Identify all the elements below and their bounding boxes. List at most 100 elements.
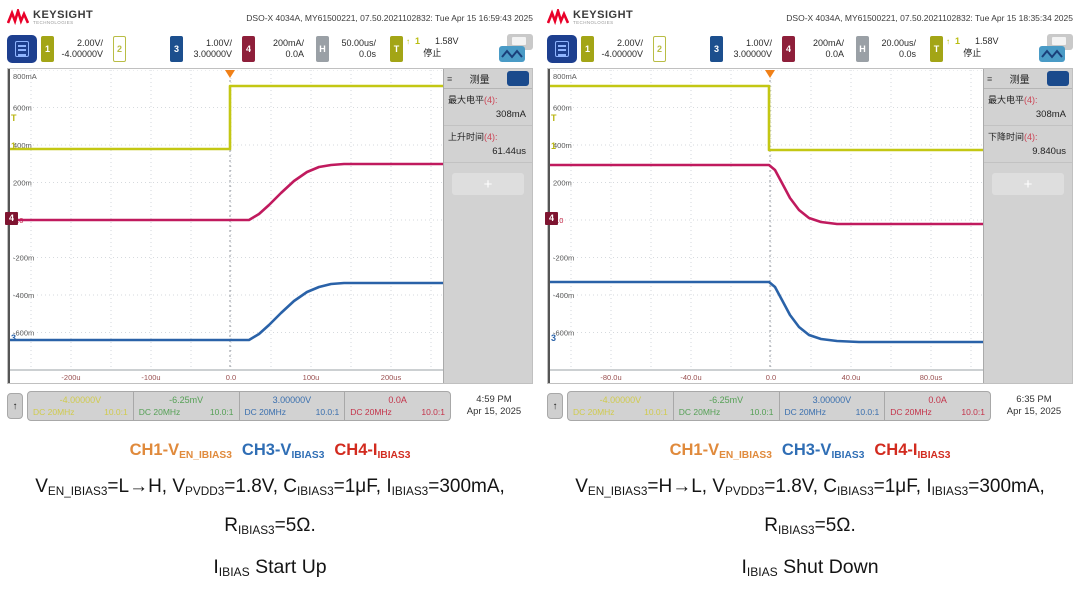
- channel-offset-value: -4.00000V: [599, 395, 642, 405]
- y-axis-line: [8, 69, 10, 383]
- channel-2-button[interactable]: 2: [113, 36, 126, 62]
- caption-text: VPVDD3: [172, 476, 225, 498]
- trigger-level: 1.58V: [975, 36, 999, 46]
- ch1-offset: -4.00000V: [61, 49, 103, 59]
- clock-time: 6:35 PM: [1016, 394, 1052, 405]
- ch4-offset: 0.0A: [285, 49, 304, 59]
- channel-3-button[interactable]: 3: [710, 36, 723, 62]
- x-axis-label: -200u: [61, 373, 80, 382]
- measurement-channel: (4):: [1024, 132, 1038, 142]
- channel-coupling: DC 20MHz: [678, 407, 721, 417]
- trigger-slope-icon: ↑: [406, 37, 410, 46]
- legend-entry: CH1-VEN_IBIAS3: [129, 441, 232, 461]
- ch4-scale: 200mA/: [272, 38, 304, 48]
- h-delay: 0.0s: [898, 49, 916, 59]
- expand-button[interactable]: ↑: [7, 393, 23, 419]
- x-axis-label: 0.0: [226, 373, 236, 382]
- legend-entry: CH1-VEN_IBIAS3: [669, 441, 772, 461]
- measurement-label: 上升时间: [448, 132, 485, 142]
- ch4-offset: 0.0A: [825, 49, 844, 59]
- horizontal-button[interactable]: H: [316, 36, 329, 62]
- caption-conditions: VEN_IBIAS3=L→H, VPVDD3=1.8V, CIBIAS3=1μF…: [0, 476, 540, 498]
- channel-offset-value: 3.00000V: [272, 395, 312, 405]
- expand-button[interactable]: ↑: [547, 393, 563, 419]
- y-axis-label: 800mA: [553, 72, 577, 81]
- channel-marker: 4: [5, 212, 18, 225]
- trace-ch1-enable: [549, 84, 983, 152]
- channel-3-button[interactable]: 3: [170, 36, 183, 62]
- legend-entry: CH3-VIBIAS3: [241, 441, 325, 461]
- y-axis-label: -400m: [553, 291, 574, 300]
- trigger-position-icon: [765, 70, 775, 78]
- trace-ch1-enable: [9, 84, 443, 151]
- channel-status-cell: 0.0A DC 20MHz 10.0:1: [345, 392, 450, 420]
- caption-text: =1μF,: [333, 476, 387, 497]
- clock: 6:35 PM Apr 15, 2025: [995, 394, 1073, 418]
- channel-2-button[interactable]: 2: [653, 36, 666, 62]
- ch1-offset: -4.00000V: [601, 49, 643, 59]
- waveform-icon[interactable]: [499, 46, 525, 62]
- panel-action-button[interactable]: [1047, 71, 1069, 86]
- ch3-scale: 1.00V/: [745, 38, 772, 48]
- menu-button[interactable]: [547, 35, 577, 63]
- channel-4-group: 4 200mA/0.0A: [242, 36, 304, 62]
- channel-marker: 1: [11, 141, 17, 151]
- channel-4-button[interactable]: 4: [242, 36, 255, 62]
- measurement-panel: ≡ 测量 最大电平(4): 308mA 下降时间(4): 9.840us +: [984, 69, 1072, 383]
- probe-ratio: 10.0:1: [749, 407, 774, 417]
- scope-header: KEYSIGHT TECHNOLOGIES DSO-X 4034A, MY615…: [7, 6, 533, 30]
- measurement-label: 最大电平: [988, 95, 1025, 105]
- y-axis-line: [548, 69, 550, 383]
- caption-text: =H→L,: [647, 476, 713, 497]
- logo-brand: KEYSIGHT: [33, 9, 94, 22]
- channel-marker: T: [551, 113, 557, 123]
- channel-4-button[interactable]: 4: [782, 36, 795, 62]
- panel-action-button[interactable]: [507, 71, 529, 86]
- probe-ratio: 10.0:1: [315, 407, 340, 417]
- scope-header: KEYSIGHT TECHNOLOGIES DSO-X 4034A, MY615…: [547, 6, 1073, 30]
- ch1-scale: 2.00V/: [616, 38, 643, 48]
- channel-marker: 4: [545, 212, 558, 225]
- channel-4-group: 4 200mA/0.0A: [782, 36, 844, 62]
- horizontal-button[interactable]: H: [856, 36, 869, 62]
- caption-text: VEN_IBIAS3: [575, 476, 648, 498]
- caption-text: IIBIAS3: [386, 476, 429, 498]
- trigger-position-icon: [225, 70, 235, 78]
- measurement-channel: (4):: [484, 132, 498, 142]
- caption-text: VEN_IBIAS3: [35, 476, 108, 498]
- acquisition-state: 停止: [423, 48, 442, 58]
- y-axis-label: -200m: [13, 254, 34, 263]
- caption-text: Start Up: [249, 556, 327, 578]
- y-axis-label: 0.0: [553, 216, 563, 225]
- waveform-icon[interactable]: [1039, 46, 1065, 62]
- measurement-value: 9.840us: [1032, 146, 1066, 157]
- add-measurement-button[interactable]: +: [452, 173, 524, 195]
- instrument-id-title: DSO-X 4034A, MY61500221, 07.50.202110283…: [246, 13, 533, 23]
- add-measurement-button[interactable]: +: [992, 173, 1064, 195]
- channel-1-button[interactable]: 1: [581, 36, 594, 62]
- measurement-value: 308mA: [1035, 109, 1066, 120]
- channel-offset-value: -4.00000V: [59, 395, 102, 405]
- caption-text: =1.8V,: [224, 476, 284, 497]
- menu-button[interactable]: [7, 35, 37, 63]
- ch3-scale: 1.00V/: [205, 38, 232, 48]
- keysight-logo: KEYSIGHT TECHNOLOGIES: [547, 9, 633, 27]
- channel-1-button[interactable]: 1: [41, 36, 54, 62]
- trigger-button[interactable]: T: [930, 36, 943, 62]
- y-axis-label: 600m: [553, 104, 572, 113]
- ch3-offset: 3.00000V: [193, 49, 232, 59]
- caption-text: CIBIAS3: [823, 476, 874, 498]
- measurement-item: 最大电平(4): 308mA: [444, 89, 532, 126]
- list-icon: [555, 41, 569, 57]
- channel-1-group: 1 2.00V/-4.00000V: [41, 36, 103, 62]
- trigger-button[interactable]: T: [390, 36, 403, 62]
- clock-date: Apr 15, 2025: [466, 406, 522, 417]
- trace-ch4-current: [549, 163, 983, 226]
- panel-menu-icon[interactable]: ≡: [447, 73, 453, 84]
- logo-sub: TECHNOLOGIES: [33, 20, 74, 26]
- trace-ch4-current: [9, 162, 443, 222]
- caption-text: IIBIAS: [741, 556, 778, 580]
- figure-caption: CH1-VEN_IBIAS3 CH3-VIBIAS3 CH4-IIBIAS3 VEN…: [0, 421, 540, 579]
- panel-menu-icon[interactable]: ≡: [987, 73, 993, 84]
- trigger-level: 1.58V: [435, 36, 459, 46]
